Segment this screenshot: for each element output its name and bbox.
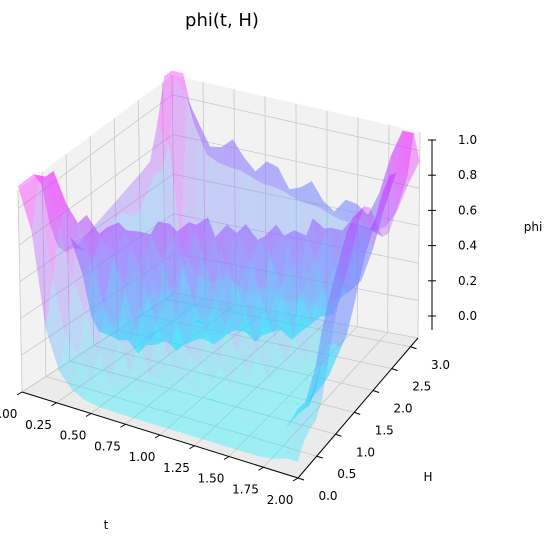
y-axis-label: H	[423, 470, 432, 484]
x-tick-label: 0.50	[60, 429, 87, 443]
x-tick-label: 0.75	[94, 439, 121, 453]
z-tick-label: 0.0	[458, 309, 477, 323]
x-tick-label: 1.75	[232, 482, 259, 496]
x-axis-label: t	[104, 518, 109, 532]
y-tick-label: 0.5	[337, 467, 356, 481]
x-tick-label: 0.00	[0, 407, 17, 421]
left-pane	[18, 75, 175, 392]
y-tick-label: 2.0	[393, 402, 412, 416]
x-tick-label: 1.50	[198, 472, 225, 486]
y-tick-label: 0.0	[318, 489, 337, 503]
z-tick-label: 0.2	[458, 274, 477, 288]
z-tick-label: 0.6	[458, 203, 477, 217]
floor-pane	[22, 293, 418, 478]
x-tick-label: 2.00	[267, 493, 294, 507]
z-tick-label: 0.8	[458, 168, 477, 182]
z-tick-labels: 0.0 0.2 0.4 0.6 0.8 1.0	[428, 133, 477, 323]
y-tick-labels: 0.00.51.01.5 2.02.53.0	[297, 346, 450, 503]
x-tick-labels: 0.00 0.25 0.50 0.75 1.00 1.25 1.50 1.75 2.00	[0, 391, 299, 507]
y-tick-label: 2.5	[412, 380, 431, 394]
y-tick-label: 3.0	[431, 358, 450, 372]
y-tick-label: 1.5	[375, 423, 394, 437]
z-tick-label: 0.4	[458, 239, 477, 253]
y-tick-label: 1.0	[356, 445, 375, 459]
x-tick-label: 1.25	[163, 461, 190, 475]
z-axis-label: phi	[524, 220, 543, 234]
surface-mesh	[17, 70, 420, 462]
x-tick-label: 0.25	[25, 418, 52, 432]
x-tick-label: 1.00	[129, 450, 156, 464]
chart-title: phi(t, H)	[185, 10, 259, 31]
z-tick-label: 1.0	[458, 133, 477, 147]
